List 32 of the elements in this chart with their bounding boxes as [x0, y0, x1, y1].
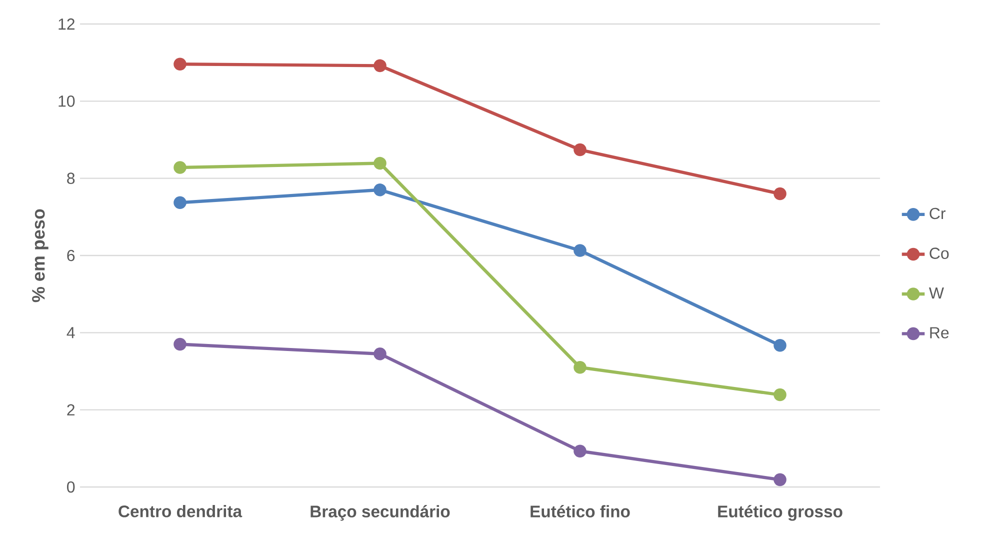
point: [374, 59, 386, 72]
point: [374, 184, 386, 196]
y-tick-label: 10: [58, 96, 75, 107]
legend-label: Cr: [930, 208, 946, 220]
y-tick-label: 2: [67, 404, 74, 416]
y-tick-label: 4: [66, 327, 75, 338]
point: [574, 143, 586, 156]
y-axis-title: % em peso: [32, 209, 48, 302]
legend-label: Co: [930, 248, 949, 259]
point: [574, 444, 586, 458]
point: [774, 388, 786, 402]
point: [374, 156, 386, 170]
point: [574, 360, 586, 374]
point: [774, 339, 786, 352]
point: [174, 161, 186, 174]
x-tick-label: Eutético fino: [530, 505, 630, 518]
y-tick-label: 6: [67, 250, 75, 262]
legend-label: W: [928, 288, 944, 299]
y-tick-label: 8: [67, 172, 75, 184]
x-tick-label: Braço secundário: [310, 505, 450, 521]
point: [774, 187, 786, 200]
point: [174, 338, 186, 351]
point: [174, 196, 186, 210]
point: [774, 473, 786, 486]
x-tick-label: Centro dendrita: [118, 505, 242, 518]
point: [574, 244, 586, 257]
y-tick-label: 12: [58, 18, 74, 30]
legend-label: Re: [930, 327, 949, 338]
y-tick-label: 0: [67, 481, 75, 493]
x-tick-label: Eutético grosso: [718, 505, 842, 521]
point: [374, 347, 386, 360]
point: [174, 58, 186, 71]
